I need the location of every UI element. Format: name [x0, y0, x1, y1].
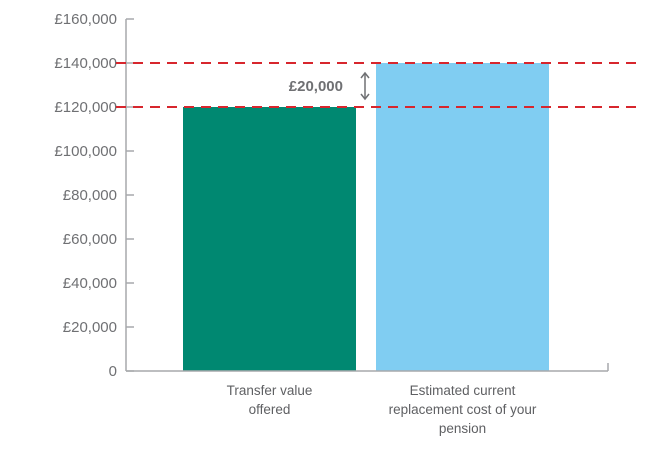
- gap-annotation: £20,000: [289, 71, 370, 101]
- y-tick-label: £80,000: [63, 187, 117, 204]
- category-label: Estimated current: [410, 383, 516, 398]
- bar: [376, 63, 549, 371]
- y-tick-label: £160,000: [54, 11, 117, 28]
- category-label: pension: [439, 421, 486, 436]
- axes: [125, 19, 609, 372]
- gap-arrow-head-down: [360, 93, 370, 101]
- y-axis-ticks: 0 £20,000 £40,000 £60,000 £80,000 £100,000 £12…: [54, 11, 134, 380]
- y-tick-label: £120,000: [54, 99, 117, 116]
- category-label: Transfer value: [227, 383, 313, 398]
- bars: [183, 63, 549, 371]
- y-tick-label: £60,000: [63, 231, 117, 248]
- y-tick-label: £100,000: [54, 143, 117, 160]
- x-axis-categories: Transfer value offered Estimated current re…: [227, 383, 537, 436]
- y-tick-label: £40,000: [63, 275, 117, 292]
- y-tick-label: £140,000: [54, 55, 117, 72]
- category-label: offered: [249, 402, 291, 417]
- reference-lines: [116, 62, 640, 108]
- y-tick-label: 0: [109, 363, 117, 380]
- category-label: replacement cost of your: [389, 402, 537, 417]
- gap-label: £20,000: [289, 78, 343, 95]
- bar: [183, 107, 356, 371]
- y-tick-label: £20,000: [63, 319, 117, 336]
- gap-arrow-head-up: [360, 71, 370, 79]
